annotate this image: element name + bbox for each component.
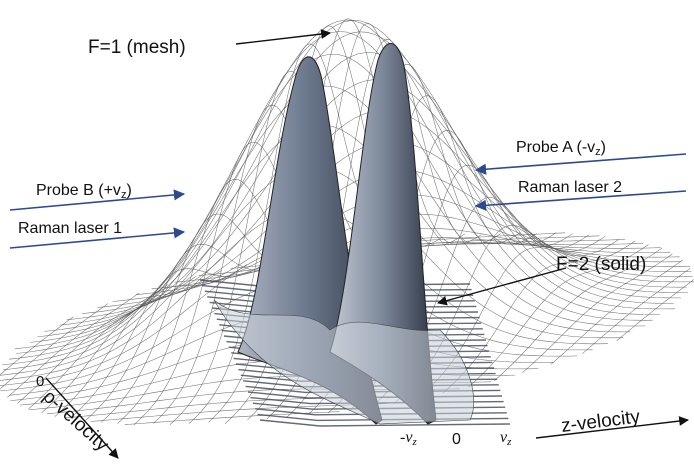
slice-ridge (259, 419, 511, 427)
svg-text:Probe A (-vz): Probe A (-vz) (516, 139, 606, 158)
raman-2-label: Raman laser 2 (518, 179, 622, 196)
z-tick-zero: 0 (452, 431, 461, 448)
svg-text:-vz: -vz (400, 429, 417, 448)
z-axis-label: z-velocity (560, 406, 642, 437)
mesh-line (41, 270, 222, 414)
raman-1-label: Raman laser 1 (18, 220, 122, 237)
probe-a-label: Probe A (-vz) (516, 139, 606, 158)
mesh-line (468, 244, 649, 388)
mesh-line (16, 31, 660, 354)
mesh-line (9, 53, 653, 360)
mesh-line (0, 303, 108, 390)
mesh-line (522, 253, 673, 373)
mesh-line (14, 19, 676, 350)
f1-callout-arrow (235, 29, 331, 45)
f2-solid-label: F=2 (solid) (556, 254, 646, 275)
mesh-line (442, 240, 636, 394)
svg-text:Probe B (+vz): Probe B (+vz) (36, 182, 132, 201)
raman-2-arrow (474, 190, 687, 211)
z-tick-pos: vz (500, 429, 512, 448)
mesh-line (493, 247, 663, 382)
f1-mesh-label: F=1 (mesh) (88, 37, 186, 58)
mesh-line (616, 279, 694, 342)
z-tick-neg: -vz (400, 429, 417, 448)
rho-axis-label: ρ-velocity (39, 386, 113, 456)
f2-solid-surface (213, 42, 475, 425)
raman-1-arrow (9, 227, 186, 249)
beam-arrows (9, 153, 687, 249)
mesh-line (550, 259, 683, 365)
mesh-line (2, 85, 646, 366)
probe-b-label: Probe B (+vz) (36, 182, 132, 201)
f2-callout-arrow (437, 267, 567, 306)
rho-axis-arrow (45, 377, 119, 459)
z-axis-arrow (535, 416, 689, 439)
probe-a-arrow (474, 153, 687, 175)
f2-base-lobe (213, 299, 475, 425)
rho-zero-tick: 0 (36, 373, 44, 390)
probe-b-arrow (9, 189, 186, 211)
svg-text:vz: vz (500, 429, 512, 448)
mesh-line (582, 268, 691, 355)
